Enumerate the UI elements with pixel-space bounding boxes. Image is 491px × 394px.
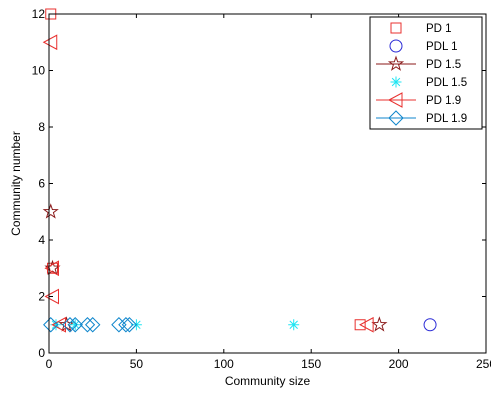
legend-label-pd-1: PD 1	[426, 23, 452, 35]
point-pdl-1-9	[43, 317, 59, 333]
x-axis-label: Community size	[225, 374, 311, 388]
legend-label-pd-1-5: PD 1.5	[426, 59, 461, 71]
y-tick-label: 0	[38, 346, 45, 360]
point-pdl-1-5	[50, 319, 62, 331]
axes: 0 50 100 150 200 250 0 2 4 6 8 10 12	[32, 7, 491, 371]
x-tick-label: 50	[130, 357, 144, 371]
legend-box	[369, 16, 483, 130]
y-tick-label: 10	[32, 64, 46, 78]
legend-item-pdl-1-5: PDL 1.5	[390, 76, 467, 89]
legend-label-pdl-1: PDL 1	[426, 41, 458, 53]
legend-item-pd-1-5: PD 1.5	[376, 55, 461, 71]
series-pdl-1	[423, 318, 437, 332]
y-tick-label: 2	[38, 290, 45, 304]
point-pd-1-5	[42, 203, 59, 219]
x-tick-label: 0	[46, 357, 53, 371]
legend-item-pd-1-9: PD 1.9	[376, 92, 461, 108]
x-tick-label: 250	[476, 357, 491, 371]
series-pdl-1-9	[43, 317, 138, 333]
point-pd-1	[354, 319, 366, 331]
legend-item-pdl-1-9: PDL 1.9	[376, 110, 467, 126]
legend-label-pdl-1-5: PDL 1.5	[426, 77, 467, 89]
legend-marker-pdl-1-5	[390, 76, 402, 88]
legend-item-pdl-1: PDL 1	[389, 39, 458, 53]
y-tick-label: 4	[38, 233, 45, 247]
point-pd-1-5	[44, 259, 61, 276]
y-tick-label: 8	[38, 120, 45, 134]
legend-marker-pd-1	[390, 22, 402, 34]
point-pdl-1-9	[111, 317, 127, 333]
data-marks	[42, 8, 437, 333]
point-pdl-1-9	[79, 317, 96, 333]
point-pd-1-9	[44, 260, 59, 277]
legend-marker-pdl-1	[389, 39, 403, 53]
point-pd-1-9	[42, 34, 58, 51]
legend: PD 1 PDL 1 PD 1.5 PDL 1.5 PD 1.9 PDL 1.9	[369, 16, 483, 130]
legend-label-pd-1-9: PD 1.9	[426, 95, 461, 107]
point-pd-1-9	[359, 316, 374, 333]
y-tick-label: 6	[38, 177, 45, 191]
point-pd-1-9	[51, 316, 66, 333]
legend-label-pdl-1-9: PDL 1.9	[426, 113, 467, 125]
point-pd-1-5	[371, 316, 388, 332]
point-pdl-1-5	[288, 319, 300, 331]
point-pd-1-9	[44, 288, 59, 305]
x-tick-label: 100	[214, 357, 234, 371]
legend-marker-pd-1-9	[387, 92, 403, 108]
series-pd-1-9	[42, 34, 374, 333]
y-axis-label: Community number	[9, 131, 23, 236]
point-pdl-1	[423, 318, 437, 332]
point-pdl-1-9	[84, 317, 101, 333]
point-pdl-1-9	[67, 317, 83, 333]
legend-item-pd-1: PD 1	[390, 22, 452, 35]
y-tick-label: 12	[32, 7, 46, 21]
x-tick-label: 200	[389, 357, 409, 371]
plot-frame	[48, 13, 487, 354]
point-pdl-1-5	[69, 319, 81, 331]
legend-marker-pd-1-5	[387, 55, 405, 71]
point-pd-1	[46, 262, 58, 274]
x-tick-label: 150	[301, 357, 321, 371]
point-pdl-1-9	[62, 317, 78, 333]
point-pdl-1-9	[121, 317, 138, 333]
point-pdl-1-9	[118, 317, 134, 333]
legend-marker-pdl-1-9	[388, 110, 404, 126]
